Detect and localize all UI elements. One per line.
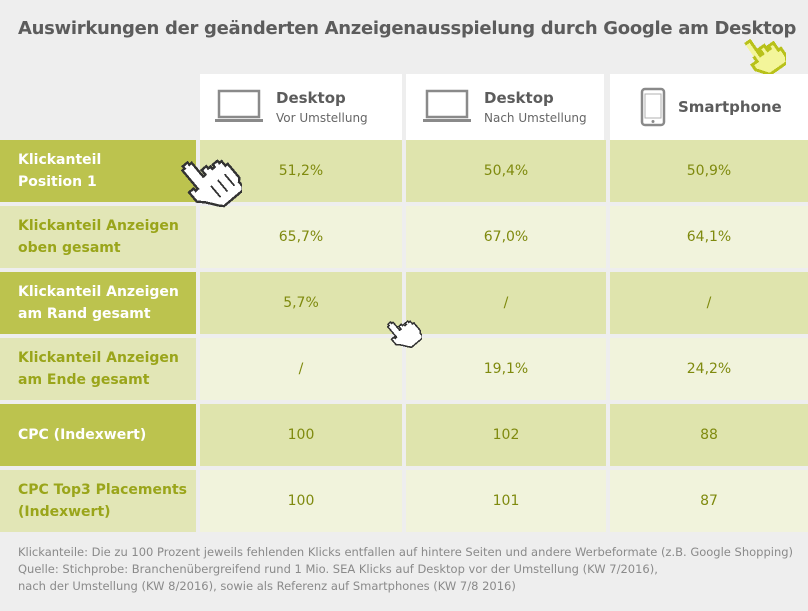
- table-cell: 64,1%: [610, 206, 808, 268]
- table-cell: 51,2%: [200, 140, 402, 202]
- hand-cursor-icon: [744, 38, 786, 77]
- column-header-title: Desktop: [484, 88, 554, 107]
- row-label-klickanteil-ende: Klickanteil Anzeigen am Ende gesamt: [0, 338, 196, 400]
- table-cell: 100: [200, 470, 402, 532]
- table-cell: /: [406, 272, 606, 334]
- table-cell: 102: [406, 404, 606, 466]
- row-label-cpc-indexwert: CPC (Indexwert): [0, 404, 196, 466]
- table-cell: 67,0%: [406, 206, 606, 268]
- table-cell: 19,1%: [406, 338, 606, 400]
- footnotes: Klickanteile: Die zu 100 Prozent jeweils…: [18, 544, 798, 595]
- footnote-line: nach der Umstellung (KW 8/2016), sowie a…: [18, 579, 516, 593]
- table-cell: 24,2%: [610, 338, 808, 400]
- chart-title: Auswirkungen der geänderten Anzeigenauss…: [18, 18, 797, 39]
- table-cell: 101: [406, 470, 606, 532]
- table-cell: 65,7%: [200, 206, 402, 268]
- row-label-klickanteil-position-1: Klickanteil Position 1: [0, 140, 196, 202]
- table-cell: /: [610, 272, 808, 334]
- column-header-smartphone: Smartphone: [610, 74, 808, 140]
- column-header-subtitle: Nach Umstellung: [484, 110, 587, 125]
- table-cell: 88: [610, 404, 808, 466]
- table-cell: /: [200, 338, 402, 400]
- footnote-line: Klickanteile: Die zu 100 Prozent jeweils…: [18, 545, 794, 559]
- laptop-icon: [215, 89, 263, 122]
- table-cell: 50,9%: [610, 140, 808, 202]
- column-header-subtitle: Vor Umstellung: [276, 110, 368, 125]
- hand-cursor-icon: [386, 319, 422, 348]
- row-label-cpc-top3: CPC Top3 Placements (Indexwert): [0, 470, 196, 532]
- table-cell: 50,4%: [406, 140, 606, 202]
- table-cell: 5,7%: [200, 272, 402, 334]
- column-header-desktop-after: Desktop Nach Umstellung: [406, 74, 604, 140]
- row-label-klickanteil-rand: Klickanteil Anzeigen am Rand gesamt: [0, 272, 196, 334]
- column-header-title: Desktop: [276, 88, 346, 107]
- footnote-line: Quelle: Stichprobe: Branchenübergreifend…: [18, 562, 658, 576]
- column-header-desktop-before: Desktop Vor Umstellung: [200, 74, 402, 140]
- laptop-icon: [423, 89, 471, 122]
- table-cell: 87: [610, 470, 808, 532]
- smartphone-icon: [640, 87, 666, 127]
- hand-cursor-icon: [180, 159, 242, 208]
- table-cell: 100: [200, 404, 402, 466]
- column-header-title: Smartphone: [678, 97, 782, 116]
- row-label-klickanteil-oben: Klickanteil Anzeigen oben gesamt: [0, 206, 196, 268]
